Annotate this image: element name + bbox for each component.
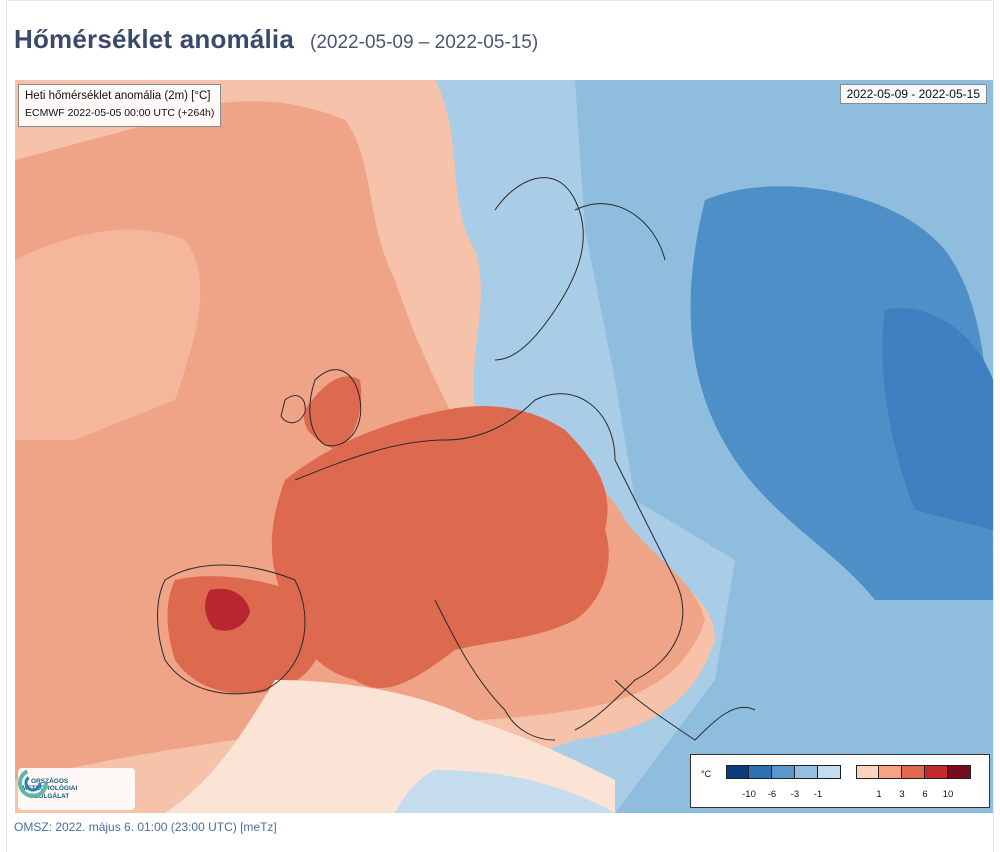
legend-swatch-warm — [856, 765, 879, 779]
legend-swatch-cold — [749, 765, 772, 779]
map-info-box: Heti hőmérséklet anomália (2m) [°C] ECMW… — [18, 84, 222, 127]
legend-swatch-cold — [795, 765, 818, 779]
omsz-logo: ORSZÁGOS METEOROLÓGIAI SZOLGÁLAT — [18, 768, 135, 810]
legend-unit: °C — [701, 769, 712, 779]
page-frame — [6, 0, 994, 852]
warm-zone-atlantic — [15, 229, 201, 440]
footer-timestamp: OMSZ: 2022. május 6. 01:00 (23:00 UTC) [… — [14, 820, 277, 834]
legend-tick-warm: 3 — [899, 789, 905, 800]
color-legend: °C -10 -6 -3 -1 1 3 6 10 — [690, 754, 990, 808]
legend-swatch-warm — [879, 765, 902, 779]
mediterranean-cool — [395, 770, 615, 813]
page-header: Hőmérséklet anomália (2022-05-09 – 2022-… — [14, 24, 538, 60]
valid-period-box: 2022-05-09 - 2022-05-15 — [839, 84, 987, 104]
legend-tick-warm: 10 — [942, 789, 954, 800]
legend-tick-cold: -3 — [790, 789, 800, 800]
page-title: Hőmérséklet anomália — [14, 24, 295, 54]
page-date-range: (2022-05-09 – 2022-05-15) — [310, 32, 539, 53]
legend-tick-warm: 1 — [876, 789, 882, 800]
logo-text: ORSZÁGOS METEOROLÓGIAI SZOLGÁLAT — [22, 777, 78, 800]
legend-swatch-cold — [726, 765, 749, 779]
cold-zone-core — [882, 308, 993, 530]
legend-swatch-cold — [818, 765, 841, 779]
model-run-label: ECMWF 2022-05-05 00:00 UTC (+264h) — [25, 107, 215, 119]
logo-swirl-icon — [18, 768, 48, 798]
anomaly-map: Heti hőmérséklet anomália (2m) [°C] ECMW… — [15, 80, 993, 813]
warm-zone-strong-iberia — [167, 576, 323, 694]
legend-tick-cold: -1 — [813, 789, 823, 800]
legend-swatch-warm — [902, 765, 925, 779]
legend-swatch-warm — [925, 765, 948, 779]
legend-swatch-warm — [948, 765, 971, 779]
coastlines — [157, 177, 756, 741]
legend-swatch-cold — [772, 765, 795, 779]
legend-tick-cold: -10 — [742, 789, 756, 800]
warm-zone-strong-central — [271, 406, 609, 689]
warm-zone-strong-uk — [304, 376, 362, 450]
legend-tick-cold: -6 — [767, 789, 777, 800]
variable-label: Heti hőmérséklet anomália (2m) [°C] — [25, 90, 211, 102]
warm-zone-max-iberia — [205, 588, 250, 631]
map-field — [15, 80, 993, 813]
legend-tick-warm: 6 — [922, 789, 928, 800]
